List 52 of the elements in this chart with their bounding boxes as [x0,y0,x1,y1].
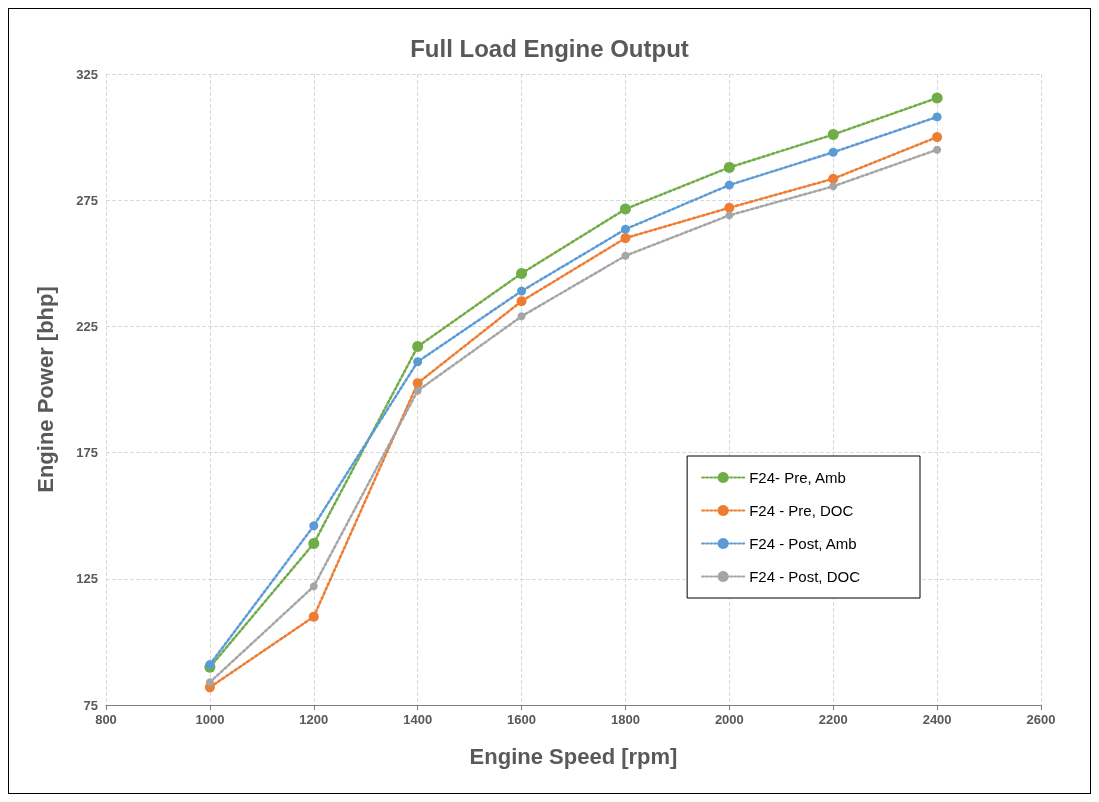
point [516,296,527,307]
point [309,521,319,531]
point [412,378,423,389]
point [620,233,631,244]
y-axis-title: Engine Power [bhp] [32,286,58,493]
point [516,267,528,279]
x-tick-label: 1000 [195,712,225,727]
point [308,537,320,549]
point [517,312,526,321]
point [932,112,942,122]
y-tick-label: 275 [76,192,98,208]
x-tick-label: 2400 [922,712,952,727]
y-tick-label: 75 [83,697,98,713]
y-tick-label: 225 [76,318,98,334]
legend-label: F24 - Post, DOC [749,568,861,585]
point [828,147,838,157]
point [931,92,943,104]
point [413,386,422,395]
x-tick-label: 2600 [1026,712,1056,727]
point [412,341,424,353]
y-tick-label: 125 [76,571,98,587]
x-axis-title: Engine Speed [rpm] [469,743,678,769]
point [724,202,735,213]
point [724,180,734,190]
point [309,582,318,591]
legend-label: F24 - Pre, DOC [749,502,854,519]
chart-title: Full Load Engine Output [410,34,689,62]
point [517,286,527,296]
legend-label: F24 - Post, Amb [749,535,857,552]
point [620,224,630,234]
point [413,357,423,367]
point [619,203,631,215]
x-tick-label: 1400 [403,712,433,727]
x-tick-label: 2000 [714,712,744,727]
point [933,145,942,154]
point [828,173,839,184]
x-tick-label: 2200 [818,712,848,727]
point [308,611,319,622]
x-tick-label: 1800 [610,712,640,727]
point [829,182,838,191]
legend-label: F24- Pre, Amb [749,469,846,486]
y-tick-label: 175 [76,445,98,461]
x-tick-label: 800 [95,712,117,727]
point [205,678,214,687]
y-tick-label: 325 [76,66,98,82]
point [725,211,734,220]
point [723,161,735,173]
point [621,251,630,260]
x-tick-label: 1200 [299,712,329,727]
x-tick-label: 1600 [507,712,537,727]
point [827,129,839,141]
point [932,132,943,143]
